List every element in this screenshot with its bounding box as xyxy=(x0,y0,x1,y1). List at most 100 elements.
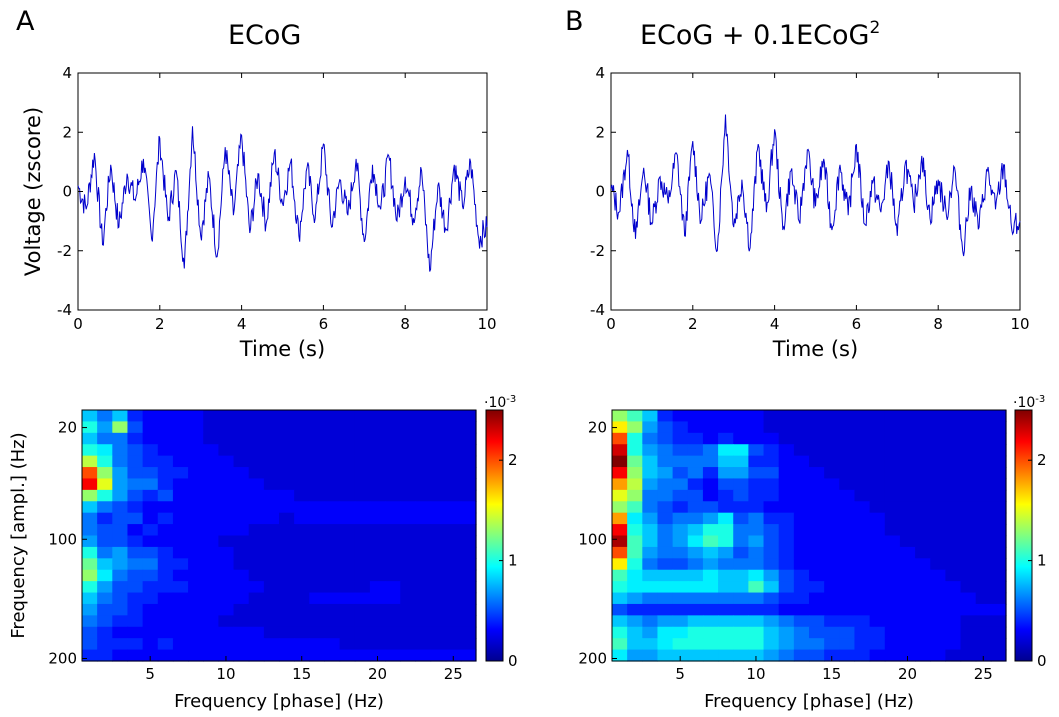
heatmap-cell xyxy=(445,478,462,491)
heatmap-cell xyxy=(809,421,825,434)
heatmap-cell xyxy=(203,535,219,548)
heatmap-cell xyxy=(127,455,144,468)
heatmap-cell xyxy=(642,569,659,582)
heatmap-cell xyxy=(899,501,916,514)
heatmap-cell xyxy=(279,489,295,502)
heatmap-cell xyxy=(824,626,840,639)
heatmap-cell xyxy=(172,569,189,582)
heatmap-cell xyxy=(612,512,628,525)
heatmap-cell xyxy=(839,455,856,468)
plot-frame xyxy=(81,409,477,662)
heatmap-cell xyxy=(945,421,962,434)
heatmap-cell xyxy=(793,501,810,514)
heatmap-cell xyxy=(248,649,265,662)
heatmap-cell xyxy=(445,592,462,605)
heatmap-cell xyxy=(415,489,432,502)
heatmap-cell xyxy=(127,444,144,457)
heatmap-cell xyxy=(627,524,643,537)
heatmap-cell xyxy=(400,489,416,502)
heatmap-cell xyxy=(294,626,310,639)
heatmap-cell xyxy=(687,524,704,537)
heatmap-cell xyxy=(869,638,886,651)
heatmap-cell xyxy=(869,626,886,639)
heatmap-cell xyxy=(112,558,129,571)
heatmap-cell xyxy=(657,558,674,571)
heatmap-cell xyxy=(279,478,295,491)
heatmap-cell xyxy=(793,603,810,616)
panel-title-b: ECoG + 0.1ECoG2 xyxy=(640,18,880,51)
heatmap-cell xyxy=(188,421,204,434)
heatmap-cell xyxy=(975,603,992,616)
heatmap-cell xyxy=(748,512,765,525)
heatmap-cell xyxy=(930,615,946,628)
y-tick-label: 4 xyxy=(62,64,72,82)
heatmap-cell xyxy=(915,558,931,571)
heatmap-cell xyxy=(460,603,477,616)
heatmap-cell xyxy=(960,649,977,662)
heatmap-cell xyxy=(157,478,174,491)
heatmap-cell xyxy=(218,615,235,628)
heatmap-cell xyxy=(445,421,462,434)
heatmap-cell xyxy=(824,478,840,491)
heatmap-cell xyxy=(748,478,765,491)
heatmap-cell xyxy=(82,410,98,423)
heatmap-cell xyxy=(778,546,795,559)
x-tick-label: 20 xyxy=(368,665,387,683)
heatmap-cell xyxy=(82,455,98,468)
heatmap-cell xyxy=(884,626,901,639)
heatmap-cell xyxy=(400,535,416,548)
heatmap-cell xyxy=(627,432,643,445)
heatmap-cell xyxy=(248,524,265,537)
heatmap-cell xyxy=(748,592,765,605)
heatmap-cell xyxy=(809,467,825,480)
heatmap-cell xyxy=(945,569,962,582)
heatmap-cell xyxy=(385,603,401,616)
heatmap-cell xyxy=(733,546,749,559)
heatmap-cell xyxy=(990,444,1007,457)
heatmap-cell xyxy=(824,581,840,594)
heatmap-cell xyxy=(233,558,250,571)
heatmap-cell xyxy=(672,592,689,605)
heatmap-cell xyxy=(672,569,689,582)
heatmap-cell xyxy=(672,638,689,651)
heatmap-cell xyxy=(157,626,174,639)
heatmap-cell xyxy=(294,615,310,628)
heatmap-cell xyxy=(657,501,674,514)
heatmap-cell xyxy=(763,581,780,594)
panel-title-b-main: ECoG + 0.1ECoG xyxy=(640,20,869,51)
heatmap-cell xyxy=(733,535,749,548)
heatmap-cell xyxy=(899,592,916,605)
heatmap-cell xyxy=(415,455,432,468)
heatmap-cell xyxy=(869,581,886,594)
heatmap-cell xyxy=(672,444,689,457)
heatmap-cell xyxy=(945,615,962,628)
heatmap-cell xyxy=(884,512,901,525)
heatmap-cell xyxy=(869,524,886,537)
heatmap-cell xyxy=(354,649,371,662)
heatmap-cell xyxy=(627,581,643,594)
heatmap-cell xyxy=(824,638,840,651)
heatmap-cell xyxy=(718,478,734,491)
heatmap-cell xyxy=(687,603,704,616)
heatmap-cell xyxy=(369,489,386,502)
heatmap-cell xyxy=(869,546,886,559)
heatmap-cell xyxy=(733,524,749,537)
heatmap-cell xyxy=(930,444,946,457)
heatmap-cell xyxy=(400,501,416,514)
heatmap-cell xyxy=(385,489,401,502)
heatmap-cell xyxy=(642,501,659,514)
heatmap-cell xyxy=(188,478,204,491)
heatmap-cell xyxy=(294,467,310,480)
heatmap-cell xyxy=(430,615,447,628)
heatmap-cell xyxy=(930,489,946,502)
heatmap-cell xyxy=(324,455,341,468)
heatmap-cell xyxy=(430,444,447,457)
heatmap-cell xyxy=(248,478,265,491)
heatmap-cell xyxy=(687,535,704,548)
heatmap-cell xyxy=(884,592,901,605)
heatmap-cell xyxy=(218,603,235,616)
heatmap-cell xyxy=(915,546,931,559)
heatmap-cell xyxy=(990,558,1007,571)
heatmap-cell xyxy=(975,615,992,628)
